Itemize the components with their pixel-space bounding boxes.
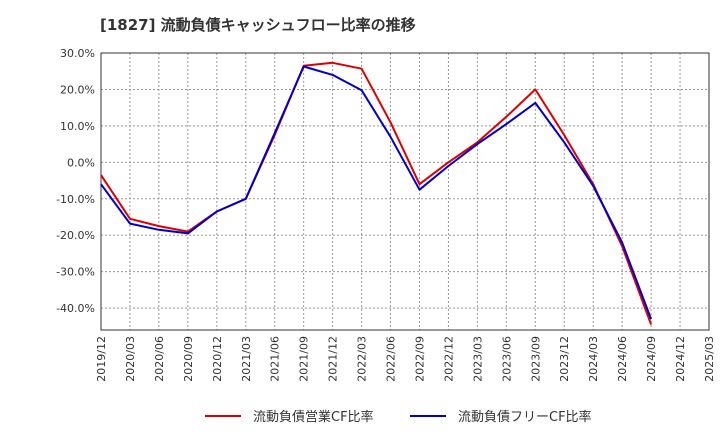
y-tick-label: 10.0% [60, 120, 95, 133]
y-tick-label: -20.0% [56, 229, 95, 242]
legend-item-free-cf: 流動負債フリーCF比率 [410, 406, 592, 425]
legend-item-operating-cf: 流動負債営業CF比率 [205, 406, 374, 425]
series-line [100, 61, 653, 325]
x-tick-label: 2020/03 [124, 336, 137, 382]
chart-title: [1827] 流動負債キャッシュフロー比率の推移 [100, 16, 416, 34]
x-tick-label: 2022/12 [442, 336, 455, 382]
x-tick-label: 2023/12 [558, 336, 571, 382]
plot-area [101, 53, 709, 330]
x-tick-label: 2020/06 [153, 336, 166, 382]
x-tick-label: 2024/12 [674, 336, 687, 382]
y-tick-label: 0.0% [67, 156, 95, 169]
x-tick-label: 2021/12 [327, 336, 340, 382]
y-tick-label: -40.0% [56, 302, 95, 315]
x-tick-label: 2024/03 [587, 336, 600, 382]
x-tick-label: 2022/03 [356, 336, 369, 382]
legend-label: 流動負債営業CF比率 [253, 410, 374, 425]
x-tick-label: 2021/03 [240, 336, 253, 382]
series-line [100, 65, 653, 320]
y-tick-label: 20.0% [60, 83, 95, 96]
y-tick-label: -30.0% [56, 266, 95, 279]
x-tick-label: 2025/03 [703, 336, 716, 382]
legend-swatch-blue [410, 414, 446, 417]
x-tick-label: 2022/09 [413, 336, 426, 382]
legend-swatch-red [205, 414, 241, 417]
x-tick-label: 2024/06 [616, 336, 629, 382]
x-tick-label: 2020/12 [211, 336, 224, 382]
legend-label: 流動負債フリーCF比率 [458, 410, 592, 425]
x-tick-label: 2020/09 [182, 336, 195, 382]
x-tick-label: 2021/06 [269, 336, 282, 382]
x-tick-label: 2023/09 [529, 336, 542, 382]
x-tick-label: 2022/06 [385, 336, 398, 382]
chart-legend: 流動負債営業CF比率 流動負債フリーCF比率 [0, 400, 720, 430]
x-tick-label: 2024/09 [645, 336, 658, 382]
plot-frame [100, 52, 710, 331]
x-tick-label: 2023/06 [500, 336, 513, 382]
x-tick-label: 2021/09 [298, 336, 311, 382]
x-tick-label: 2019/12 [95, 336, 108, 382]
y-tick-label: -10.0% [56, 193, 95, 206]
x-tick-label: 2023/03 [471, 336, 484, 382]
y-tick-label: 30.0% [60, 47, 95, 60]
